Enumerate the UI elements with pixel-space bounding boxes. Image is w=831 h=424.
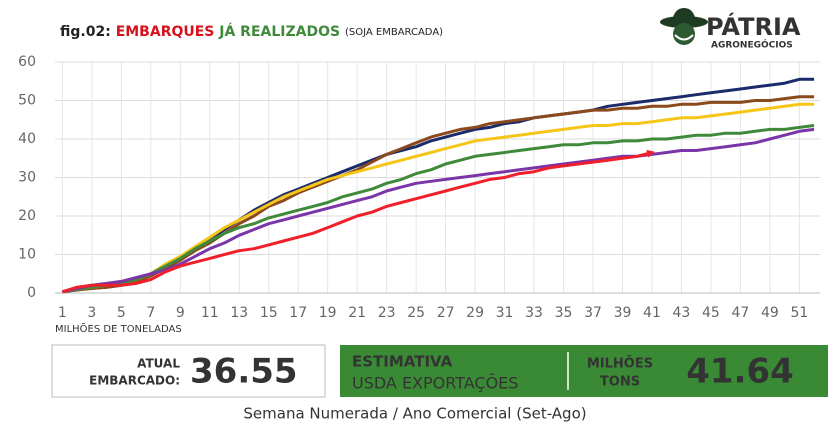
y-tick-label: 30: [18, 170, 36, 186]
series-line: [61, 149, 655, 294]
axis-unit: MILHÕES DE TONELADAS: [55, 322, 182, 335]
x-tick-label: 51: [790, 305, 808, 321]
y-tick-label: 50: [18, 93, 36, 109]
panel-value: 41.64: [686, 352, 794, 392]
y-tick-label: 20: [18, 208, 36, 224]
x-tick-label: 3: [87, 305, 96, 321]
x-tick-label: 25: [407, 305, 425, 321]
current-panel: ATUAL EMBARCADO: 36.55: [51, 344, 326, 398]
estimate-panel: ESTIMATIVA USDA EXPORTAÇÕES MILHÕES TONS…: [340, 345, 828, 397]
x-tick-label: 33: [525, 305, 543, 321]
series-line: [62, 95, 815, 294]
x-tick-label: 47: [731, 305, 749, 321]
x-tick-label: 39: [614, 305, 632, 321]
y-tick-label: 40: [18, 131, 36, 147]
logo-subtext: AGRONEGÓCIOS: [711, 39, 793, 51]
y-tick-label: 0: [27, 285, 36, 301]
logo-text: PÁTRIA: [706, 12, 801, 41]
x-tick-label: 17: [289, 305, 307, 321]
x-tick-label: 49: [761, 305, 779, 321]
fig-label: fig.02:: [60, 24, 111, 40]
x-tick-label: 35: [555, 305, 573, 321]
x-tick-label: 7: [146, 305, 155, 321]
y-tick-label: 10: [18, 247, 36, 263]
x-tick-label: 5: [117, 305, 126, 321]
x-tick-label: 15: [260, 305, 278, 321]
panel-box: [51, 344, 326, 398]
x-tick-label: 9: [176, 305, 185, 321]
x-tick-label: 37: [584, 305, 602, 321]
x-tick-label: 43: [673, 305, 691, 321]
x-tick-label: 19: [319, 305, 337, 321]
series-line: [62, 102, 815, 294]
panel-label: ESTIMATIVA: [352, 353, 453, 371]
x-tick-label: 1: [58, 305, 67, 321]
panel-unit: MILHÕES: [587, 356, 653, 372]
chart-title: fig.02: EMBARQUES JÁ REALIZADOS (SOJA EM…: [60, 23, 443, 40]
panel-box: [340, 345, 828, 397]
x-tick-label: 27: [437, 305, 455, 321]
panel-value: 36.55: [190, 352, 298, 392]
x-tick-label: 31: [496, 305, 514, 321]
logo: PÁTRIA AGRONEGÓCIOS: [660, 8, 801, 51]
title-red: EMBARQUES: [116, 24, 215, 40]
x-tick-label: 23: [378, 305, 396, 321]
panel-label: ATUAL: [137, 357, 180, 371]
subtitle: (SOJA EMBARCADA): [345, 27, 443, 38]
panel-label: EMBARCADO:: [89, 374, 180, 388]
x-axis-label: Semana Numerada / Ano Comercial (Set-Ago…: [243, 405, 586, 423]
panel-unit: TONS: [600, 375, 640, 390]
x-tick-label: 21: [348, 305, 366, 321]
series-line: [62, 124, 815, 294]
series-line: [62, 127, 815, 294]
x-tick-label: 13: [230, 305, 248, 321]
x-tick-label: 41: [643, 305, 661, 321]
title-green: JÁ REALIZADOS: [218, 23, 340, 40]
x-tick-label: 29: [466, 305, 484, 321]
x-tick-label: 11: [201, 305, 219, 321]
x-tick-label: 45: [702, 305, 720, 321]
panel-label: USDA EXPORTAÇÕES: [352, 374, 518, 393]
y-tick-label: 60: [18, 54, 36, 70]
